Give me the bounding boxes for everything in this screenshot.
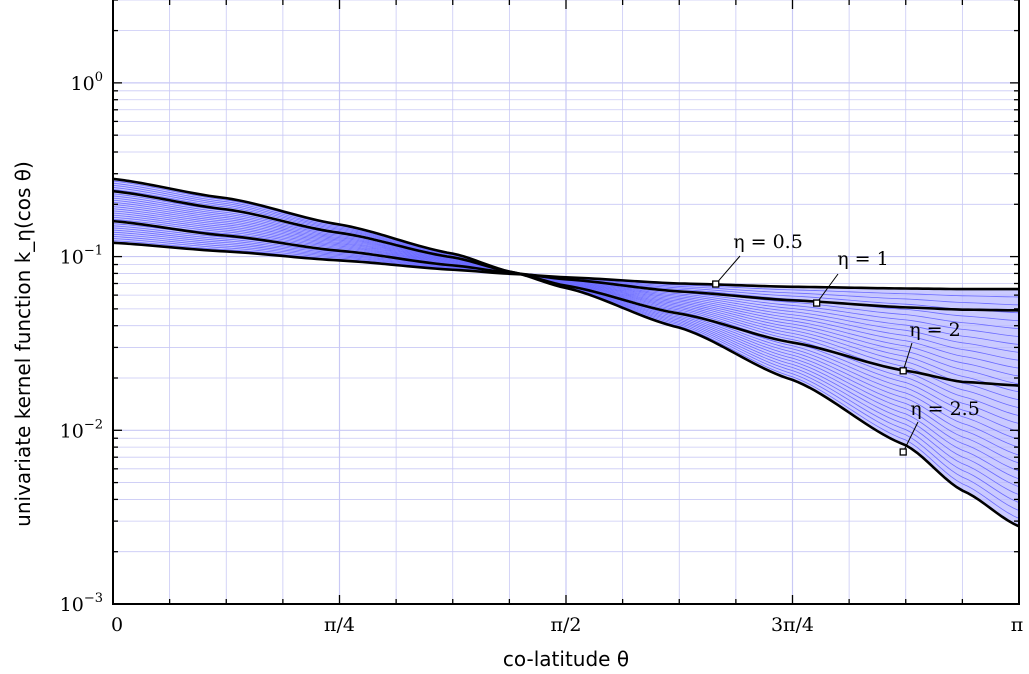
x-tick-label: π [1011, 614, 1024, 636]
series-labels: η = 0.5 η = 1 η = 2 η = 2.5 [712, 231, 980, 456]
series-label: η = 2.5 [910, 398, 980, 420]
series-marker [899, 367, 907, 375]
label-leader [902, 421, 919, 453]
label-leader [816, 273, 839, 304]
axes [112, 0, 1020, 605]
highlighted-series [113, 177, 1019, 528]
x-tick-label: π/2 [551, 614, 582, 636]
series-line [113, 177, 1019, 528]
x-axis-label: co-latitude θ [503, 647, 629, 671]
label-leader [715, 255, 741, 285]
series-marker [712, 280, 720, 288]
label-leader [902, 342, 913, 371]
series-label: η = 2 [909, 319, 960, 341]
series-label: η = 0.5 [733, 231, 803, 253]
x-tick-label: 3π/4 [771, 614, 814, 636]
y-tick-label: 100 [71, 70, 103, 95]
y-tick-label: 10−2 [60, 417, 103, 442]
series-marker [813, 299, 821, 307]
series-line [113, 189, 1019, 387]
series-label: η = 1 [837, 248, 888, 270]
series-marker [899, 448, 907, 456]
y-axis-label: univariate kernel function k_η(cos θ) [11, 161, 35, 527]
series-line [113, 219, 1019, 312]
y-tick-label: 10−1 [60, 244, 103, 269]
x-tick-label: 0 [111, 614, 123, 636]
tick-labels: 0 π/4 π/2 3π/4 π 10−3 10−2 10−1 100 [60, 70, 1024, 636]
y-tick-label: 10−3 [60, 591, 103, 616]
x-tick-label: π/4 [324, 614, 355, 636]
series-line [113, 241, 1019, 291]
